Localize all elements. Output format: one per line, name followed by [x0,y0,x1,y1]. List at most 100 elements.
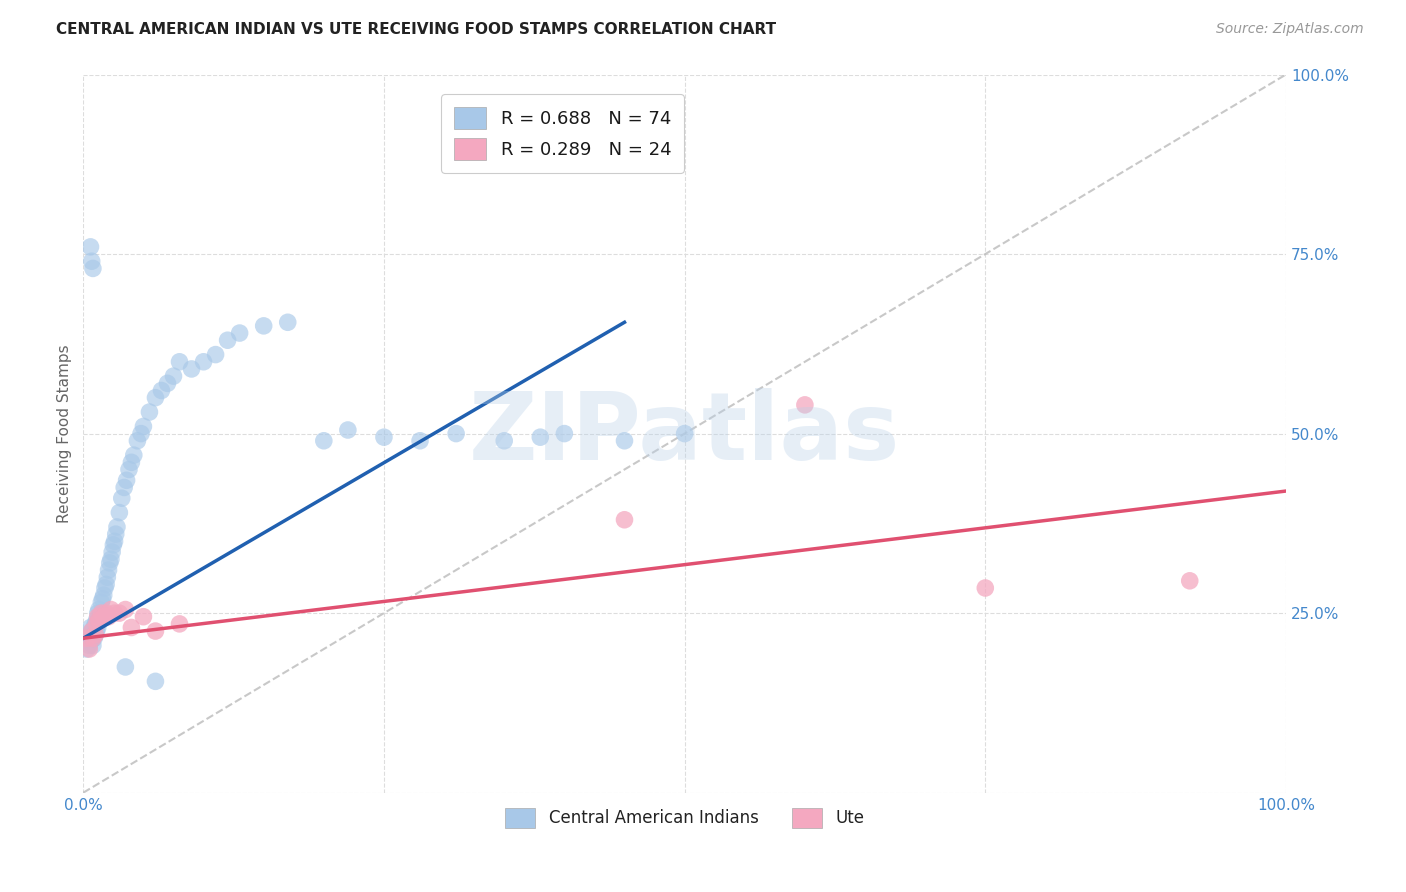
Point [80,254,103,268]
Point [79,642,101,657]
Point [103,534,125,549]
Point [87,606,110,620]
Point [169,616,191,631]
Point [204,348,226,362]
Point [77,632,100,646]
Point [104,527,127,541]
Point [193,355,215,369]
Point [87,620,110,634]
Point [84,628,107,642]
Point [120,455,142,469]
Point [553,426,575,441]
Point [312,434,335,448]
Point [84,628,107,642]
Point [120,620,142,634]
Point [253,318,276,333]
Point [132,419,155,434]
Point [97,609,120,624]
Point [87,602,110,616]
Point [127,434,149,448]
Point [79,628,101,642]
Point [444,426,467,441]
Point [145,624,167,638]
Point [87,613,110,627]
Point [94,581,117,595]
Point [613,513,636,527]
Point [79,620,101,634]
Y-axis label: Receiving Food Stamps: Receiving Food Stamps [58,344,72,523]
Point [86,624,108,638]
Point [217,333,239,347]
Point [100,602,122,616]
Point [87,609,110,624]
Point [93,588,115,602]
Point [79,635,101,649]
Point [409,434,432,448]
Point [132,609,155,624]
Point [103,538,125,552]
Point [145,674,167,689]
Point [111,491,134,506]
Point [86,613,108,627]
Point [83,620,105,634]
Point [79,240,101,254]
Point [90,606,112,620]
Point [150,384,173,398]
Point [145,391,167,405]
Point [103,606,125,620]
Point [96,570,118,584]
Point [129,426,152,441]
Point [82,639,104,653]
Point [89,609,111,624]
Point [108,506,131,520]
Point [373,430,395,444]
Point [80,632,103,646]
Point [94,606,117,620]
Point [169,355,191,369]
Point [673,426,696,441]
Point [180,362,202,376]
Point [87,613,110,627]
Point [613,434,636,448]
Point [101,545,124,559]
Point [114,660,136,674]
Point [97,563,120,577]
Point [82,261,104,276]
Text: Source: ZipAtlas.com: Source: ZipAtlas.com [1216,22,1364,37]
Point [80,624,103,638]
Point [105,520,128,534]
Point [86,616,108,631]
Point [82,628,104,642]
Point [1178,574,1201,588]
Point [122,448,145,462]
Point [108,606,131,620]
Point [93,609,115,624]
Point [80,624,103,638]
Point [228,326,250,340]
Point [79,639,101,653]
Point [98,556,121,570]
Point [336,423,359,437]
Point [974,581,997,595]
Text: CENTRAL AMERICAN INDIAN VS UTE RECEIVING FOOD STAMPS CORRELATION CHART: CENTRAL AMERICAN INDIAN VS UTE RECEIVING… [56,22,776,37]
Point [793,398,815,412]
Point [118,462,141,476]
Point [90,595,112,609]
Point [94,577,117,591]
Point [83,632,105,646]
Point [90,606,112,620]
Point [76,632,98,646]
Point [82,632,104,646]
Legend: Central American Indians, Ute: Central American Indians, Ute [499,801,870,835]
Point [277,315,299,329]
Point [76,642,98,657]
Point [156,376,179,391]
Point [100,552,122,566]
Point [91,591,114,606]
Point [529,430,551,444]
Text: ZIPatlas: ZIPatlas [470,388,900,480]
Point [162,369,184,384]
Point [112,480,135,494]
Point [494,434,516,448]
Point [84,616,107,631]
